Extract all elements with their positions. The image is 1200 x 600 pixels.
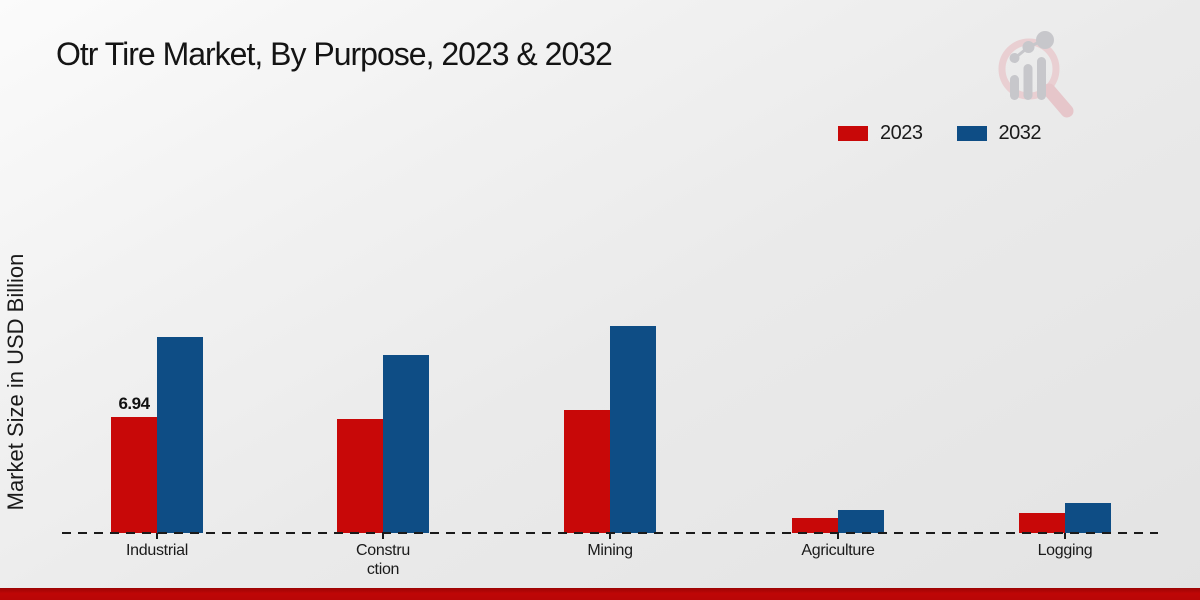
bar-2032-cat3 (838, 510, 884, 533)
legend-label: 2023 (880, 122, 923, 144)
x-axis-tick (156, 533, 158, 539)
category-label: Logging (1037, 542, 1093, 559)
legend-swatch-icon (956, 126, 987, 141)
legend-swatch-icon (838, 126, 868, 141)
bar-2032-cat2 (610, 326, 656, 533)
category-label: Constru ction (356, 542, 410, 578)
legend: 2023 2032 (838, 122, 1041, 145)
x-axis-tick (837, 533, 839, 539)
bar-2023-cat1 (337, 419, 383, 533)
bar-value-label: 6.94 (118, 394, 150, 413)
legend-item-2023: 2023 (838, 122, 923, 145)
magnifier-bar-chart-logo-icon (998, 31, 1074, 118)
chart-title: Otr Tire Market, By Purpose, 2023 & 2032 (56, 36, 613, 72)
x-axis-tick (609, 533, 611, 539)
bar-2023-cat4 (1019, 513, 1065, 533)
legend-item-2032: 2032 (956, 122, 1042, 145)
bar-2032-cat1 (383, 355, 429, 533)
category-label: Mining (587, 542, 633, 559)
x-axis-tick (1064, 533, 1066, 539)
x-axis-tick (382, 533, 384, 539)
category-label: Agriculture (801, 542, 875, 559)
legend-label: 2032 (998, 122, 1042, 144)
bar-2032-cat0 (157, 337, 203, 533)
bar-2023-cat3 (792, 518, 838, 533)
bar-2023-cat2 (564, 410, 610, 533)
footer-red-band (0, 588, 1200, 600)
category-label: Industrial (126, 542, 188, 559)
bar-2032-cat4 (1065, 503, 1111, 533)
bar-2023-cat0 (111, 417, 157, 533)
